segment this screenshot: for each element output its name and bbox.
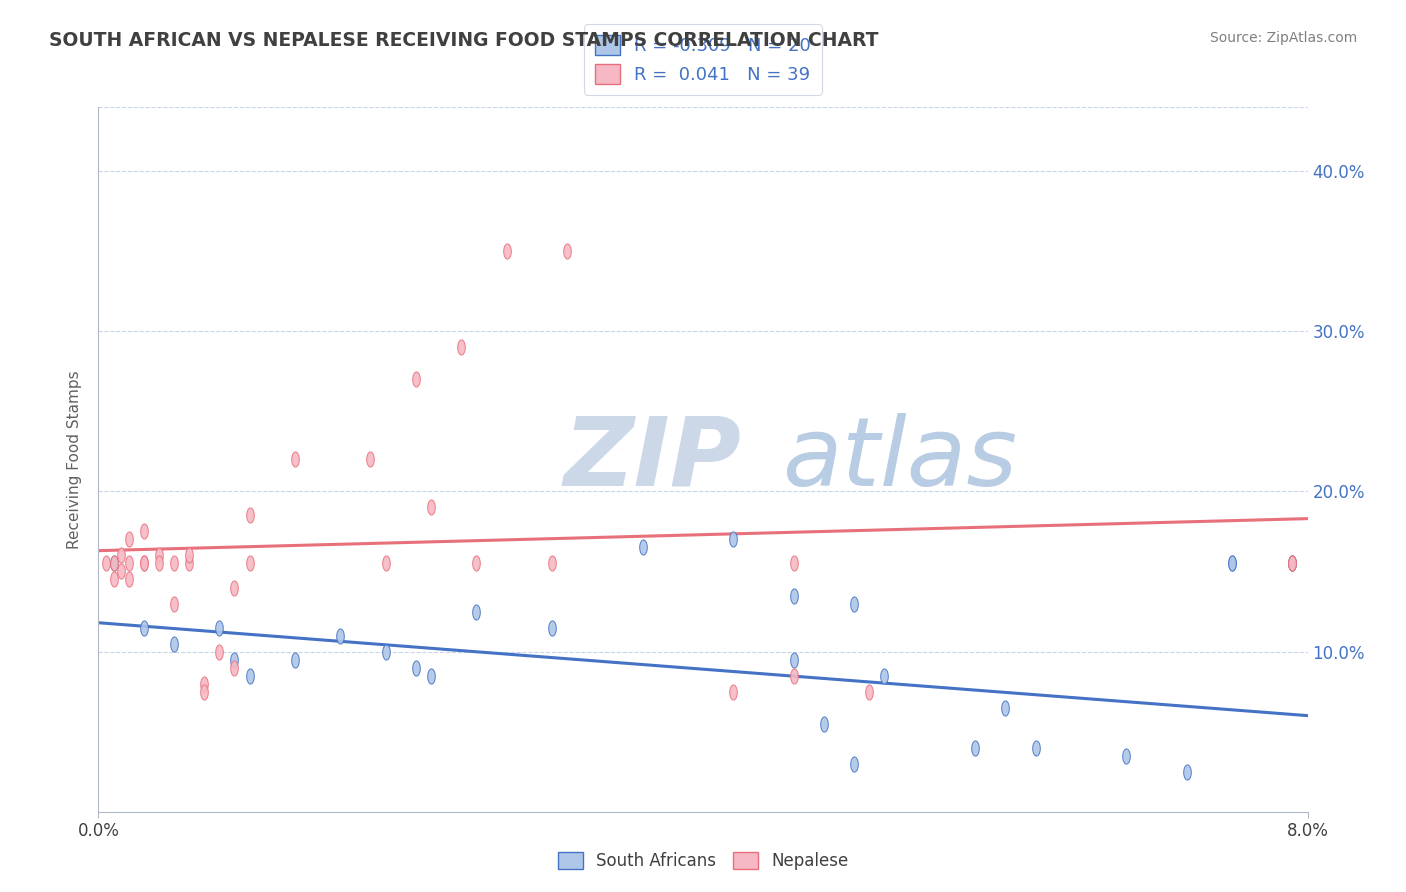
Point [360, 452, 382, 467]
Point [631, 541, 654, 555]
Point [224, 652, 246, 666]
Point [465, 557, 488, 571]
Point [844, 756, 866, 771]
Point [1281, 557, 1303, 571]
Point [103, 557, 125, 571]
Point [118, 573, 141, 587]
Point [965, 740, 987, 755]
Point [723, 684, 745, 698]
Point [208, 621, 231, 635]
Point [1175, 764, 1198, 779]
Point [858, 684, 880, 698]
Point [1115, 748, 1137, 763]
Point [540, 621, 562, 635]
Point [193, 676, 215, 690]
Legend: South Africans, Nepalese: South Africans, Nepalese [551, 845, 855, 877]
Point [374, 557, 396, 571]
Point [224, 660, 246, 674]
Point [132, 557, 155, 571]
Point [994, 700, 1017, 714]
Point [813, 716, 835, 731]
Point [783, 589, 806, 603]
Point [148, 549, 170, 563]
Point [239, 668, 262, 682]
Legend: R = -0.309   N = 20, R =  0.041   N = 39: R = -0.309 N = 20, R = 0.041 N = 39 [583, 24, 823, 95]
Point [1220, 557, 1243, 571]
Point [132, 557, 155, 571]
Point [1281, 557, 1303, 571]
Point [110, 565, 132, 579]
Point [284, 652, 307, 666]
Point [540, 557, 562, 571]
Point [208, 644, 231, 658]
Point [1281, 557, 1303, 571]
Point [405, 372, 427, 386]
Point [329, 628, 352, 642]
Point [118, 557, 141, 571]
Point [495, 244, 517, 259]
Point [94, 557, 117, 571]
Point [465, 605, 488, 619]
Point [132, 621, 155, 635]
Point [420, 500, 443, 515]
Point [723, 533, 745, 547]
Y-axis label: Receiving Food Stamps: Receiving Food Stamps [67, 370, 83, 549]
Point [783, 652, 806, 666]
Text: Source: ZipAtlas.com: Source: ZipAtlas.com [1209, 31, 1357, 45]
Point [420, 668, 443, 682]
Point [1220, 557, 1243, 571]
Point [103, 557, 125, 571]
Text: SOUTH AFRICAN VS NEPALESE RECEIVING FOOD STAMPS CORRELATION CHART: SOUTH AFRICAN VS NEPALESE RECEIVING FOOD… [49, 31, 879, 50]
Point [405, 660, 427, 674]
Point [163, 636, 186, 650]
Point [1025, 740, 1047, 755]
Point [450, 340, 472, 354]
Point [163, 557, 186, 571]
Text: ZIP: ZIP [564, 413, 742, 506]
Text: atlas: atlas [782, 413, 1017, 506]
Point [193, 684, 215, 698]
Point [783, 668, 806, 682]
Point [103, 573, 125, 587]
Point [284, 452, 307, 467]
Point [110, 549, 132, 563]
Point [132, 524, 155, 539]
Point [179, 557, 201, 571]
Point [163, 597, 186, 611]
Point [374, 644, 396, 658]
Point [844, 597, 866, 611]
Point [873, 668, 896, 682]
Point [148, 557, 170, 571]
Point [783, 557, 806, 571]
Point [118, 533, 141, 547]
Point [239, 508, 262, 523]
Point [224, 581, 246, 595]
Point [239, 557, 262, 571]
Point [1281, 557, 1303, 571]
Point [179, 549, 201, 563]
Point [555, 244, 578, 259]
